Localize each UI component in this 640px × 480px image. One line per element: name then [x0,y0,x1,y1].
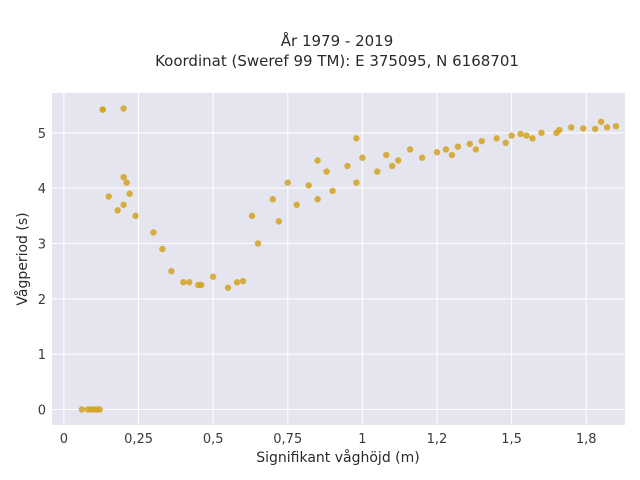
scatter-points [78,105,620,413]
scatter-point-15 [114,207,121,214]
x-tick-label-0: 0 [60,432,68,447]
scatter-point-57 [597,118,605,125]
scatter-point-43 [433,149,441,156]
scatter-point-65 [389,162,396,170]
scatter-point-41 [406,146,414,153]
scatter-point-45 [454,143,462,150]
scatter-point-12 [120,201,127,208]
scatter-point-38 [374,168,381,175]
scatter-point-69 [195,281,202,289]
scatter-point-37 [359,154,366,161]
scatter-point-13 [132,212,139,220]
scatter-point-16 [150,229,157,236]
y-tick-label-2: 2 [38,293,46,308]
scatter-point-11 [126,190,133,197]
scatter-point-52 [538,129,545,137]
y-tick-labels: 0 1 2 3 4 5 [38,127,46,419]
y-tick-label-4: 4 [38,182,46,197]
y-tick-label-1: 1 [38,348,46,363]
scatter-point-10 [123,179,130,186]
scatter-point-62 [502,139,509,146]
scatter-point-19 [186,279,193,286]
scatter-point-58 [603,124,611,131]
scatter-point-56 [591,125,599,133]
scatter-point-29 [284,179,291,186]
scatter-point-28 [275,218,283,225]
y-tick-label-5: 5 [38,127,46,142]
scatter-point-17 [159,245,166,253]
scatter-point-18 [168,267,175,275]
x-tick-label-7: 1,8 [576,432,597,447]
scatter-point-33 [323,168,330,175]
scatter-point-8 [120,105,127,112]
scatter-point-55 [580,125,587,132]
scatter-point-68 [180,279,187,286]
scatter-point-66 [353,135,360,142]
scatter-point-25 [248,212,256,220]
scatter-point-40 [394,157,402,164]
scatter-point-0 [78,406,86,413]
scatter-point-67 [314,157,321,164]
scatter-point-49 [508,132,515,139]
scatter-point-39 [383,151,390,159]
plot-area [52,93,625,425]
scatter-point-24 [239,277,247,285]
scatter-point-7 [99,106,106,113]
scatter-point-51 [529,135,536,142]
y-axis-label: Vågperiod (s) [14,212,31,305]
scatter-point-23 [233,279,241,286]
scatter-point-35 [344,162,351,170]
scatter-point-63 [472,146,479,153]
chart-title-line1: År 1979 - 2019 [281,31,394,50]
x-tick-label-5: 1,2 [427,432,448,447]
scatter-point-60 [553,129,560,137]
scatter-point-54 [568,124,575,131]
scatter-point-64 [448,151,456,159]
scatter-point-27 [269,196,277,203]
scatter-point-59 [612,123,620,130]
x-axis-label: Signifikant våghöjd (m) [256,449,419,466]
scatter-point-47 [478,137,485,145]
scatter-point-14 [105,193,112,200]
chart-title-line2: Koordinat (Sweref 99 TM): E 375095, N 61… [155,52,519,70]
x-tick-labels: 0 0,25 0,5 0,75 1 1,2 1,5 1,8 [60,432,597,447]
x-tick-label-1: 0,25 [124,432,153,447]
scatter-point-5 [96,406,103,413]
x-tick-label-2: 0,5 [203,432,224,447]
scatter-point-42 [418,154,426,161]
scatter-point-36 [353,179,360,186]
x-tick-label-3: 0,75 [273,432,302,447]
scatter-point-48 [493,135,500,142]
scatter-point-30 [293,201,300,208]
x-tick-label-6: 1,5 [501,432,522,447]
scatter-point-32 [314,196,321,203]
scatter-point-50 [517,130,524,138]
scatter-point-22 [224,284,232,291]
scatter-point-31 [305,182,312,189]
scatter-point-46 [466,140,474,148]
y-tick-label-0: 0 [38,404,46,419]
grid-lines [52,93,625,425]
scatter-point-44 [442,146,450,153]
scatter-point-34 [329,187,336,195]
y-tick-label-3: 3 [38,238,46,253]
scatter-point-21 [209,273,217,280]
scatter-point-26 [254,240,262,247]
x-tick-label-4: 1 [358,432,366,447]
scatter-point-61 [523,132,530,139]
scatter-point-9 [120,173,127,181]
